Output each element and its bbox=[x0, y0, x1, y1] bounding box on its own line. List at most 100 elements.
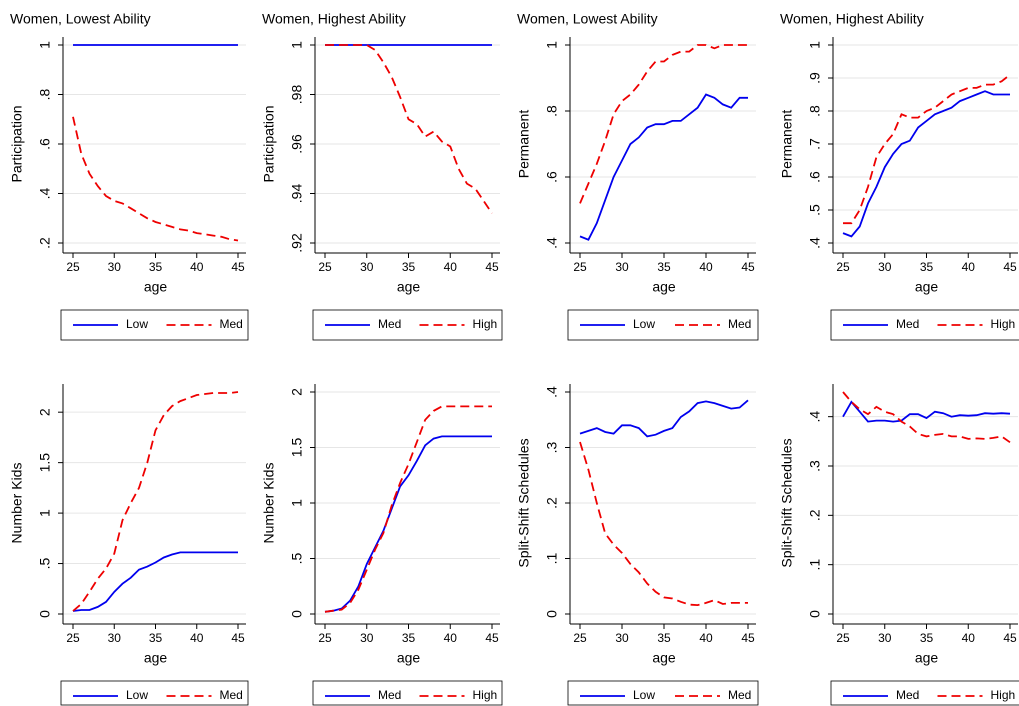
y-tick-label: .2 bbox=[37, 237, 53, 249]
legend-box bbox=[60, 680, 249, 706]
x-axis-label: age bbox=[652, 650, 676, 666]
x-tick-label: 40 bbox=[962, 260, 976, 274]
y-tick-label: .1 bbox=[544, 552, 560, 564]
y-tick-label: .8 bbox=[544, 105, 560, 117]
y-tick-label: .1 bbox=[807, 559, 823, 571]
y-tick-label: .5 bbox=[289, 552, 305, 564]
x-tick-label: 30 bbox=[108, 260, 122, 274]
legend-label: Med bbox=[378, 688, 401, 702]
legend-box bbox=[567, 680, 759, 706]
x-tick-label: 45 bbox=[231, 631, 245, 645]
series-line bbox=[72, 551, 238, 612]
x-tick-label: 40 bbox=[699, 631, 713, 645]
y-tick-label: .8 bbox=[807, 105, 823, 117]
y-tick-label: 1.5 bbox=[37, 453, 53, 473]
series-line bbox=[842, 391, 1011, 444]
x-tick-label: 25 bbox=[318, 631, 332, 645]
series-line bbox=[324, 405, 492, 613]
y-tick-label: 1 bbox=[289, 499, 305, 507]
panel-title: Women, Highest Ability bbox=[262, 11, 406, 27]
x-axis-label: age bbox=[144, 279, 168, 295]
x-tick-label: 45 bbox=[485, 631, 499, 645]
y-axis-label: Number Kids bbox=[9, 463, 25, 544]
y-tick-label: .3 bbox=[807, 460, 823, 472]
y-tick-label: 1 bbox=[807, 41, 823, 49]
legend-box bbox=[312, 680, 503, 706]
y-tick-label: .96 bbox=[289, 134, 305, 154]
legend-label: High bbox=[991, 317, 1016, 331]
x-axis-label: age bbox=[915, 650, 939, 666]
y-tick-label: 0 bbox=[289, 610, 305, 618]
x-tick-label: 35 bbox=[657, 260, 671, 274]
x-tick-label: 45 bbox=[1003, 260, 1017, 274]
series-line bbox=[579, 441, 748, 607]
x-tick-label: 45 bbox=[485, 260, 499, 274]
x-tick-label: 40 bbox=[190, 631, 204, 645]
legend-label: High bbox=[991, 688, 1016, 702]
x-axis-label: age bbox=[915, 279, 939, 295]
legend-label: Med bbox=[896, 688, 919, 702]
y-axis-label: Split-Shift Schedules bbox=[516, 438, 532, 567]
x-tick-label: 45 bbox=[741, 631, 755, 645]
y-tick-label: 1.5 bbox=[289, 438, 305, 458]
panel-title: Women, Lowest Ability bbox=[517, 11, 658, 27]
y-axis-label: Permanent bbox=[516, 110, 532, 179]
x-tick-label: 35 bbox=[149, 260, 163, 274]
legend-label: Low bbox=[633, 688, 655, 702]
x-tick-label: 40 bbox=[699, 260, 713, 274]
series-line bbox=[842, 90, 1010, 238]
x-axis-label: age bbox=[397, 650, 421, 666]
legend-label: High bbox=[473, 688, 498, 702]
x-tick-label: 45 bbox=[1003, 631, 1017, 645]
series-line bbox=[842, 400, 1011, 423]
x-tick-label: 45 bbox=[741, 260, 755, 274]
legend-label: Med bbox=[896, 317, 919, 331]
series-line bbox=[324, 435, 492, 613]
y-tick-label: .2 bbox=[807, 509, 823, 521]
y-tick-label: 0 bbox=[544, 610, 560, 618]
legend-box bbox=[60, 309, 249, 341]
series-line bbox=[72, 391, 239, 612]
legend-label: Med bbox=[378, 317, 401, 331]
y-tick-label: 2 bbox=[289, 388, 305, 396]
y-tick-label: 1 bbox=[37, 509, 53, 517]
x-tick-label: 35 bbox=[920, 631, 934, 645]
y-tick-label: .5 bbox=[807, 204, 823, 216]
x-tick-label: 40 bbox=[190, 260, 204, 274]
x-tick-label: 25 bbox=[836, 260, 850, 274]
y-axis-label: Permanent bbox=[779, 110, 795, 179]
x-tick-label: 25 bbox=[573, 260, 587, 274]
x-tick-label: 35 bbox=[920, 260, 934, 274]
y-tick-label: .6 bbox=[37, 138, 53, 150]
x-tick-label: 30 bbox=[360, 631, 374, 645]
x-tick-label: 40 bbox=[962, 631, 976, 645]
x-axis-label: age bbox=[652, 279, 676, 295]
y-axis-label: Participation bbox=[9, 105, 25, 182]
y-tick-label: .2 bbox=[544, 497, 560, 509]
legend-box bbox=[830, 680, 1019, 706]
y-tick-label: 1 bbox=[544, 41, 560, 49]
series-line bbox=[325, 44, 493, 214]
x-tick-label: 35 bbox=[402, 260, 416, 274]
x-tick-label: 25 bbox=[66, 631, 80, 645]
x-axis-label: age bbox=[144, 650, 168, 666]
y-tick-label: 0 bbox=[807, 610, 823, 618]
y-axis-label: Participation bbox=[261, 105, 277, 182]
legend-label: Med bbox=[728, 317, 751, 331]
panel-title: Women, Lowest Ability bbox=[10, 11, 151, 27]
series-line bbox=[72, 116, 239, 242]
y-tick-label: .4 bbox=[807, 411, 823, 423]
y-tick-label: 1 bbox=[289, 41, 305, 49]
legend-label: Med bbox=[220, 688, 243, 702]
x-tick-label: 30 bbox=[108, 631, 122, 645]
x-axis-label: age bbox=[397, 279, 421, 295]
y-tick-label: .4 bbox=[544, 237, 560, 249]
x-tick-label: 35 bbox=[657, 631, 671, 645]
series-line bbox=[843, 73, 1011, 225]
x-tick-label: 30 bbox=[615, 631, 629, 645]
legend-label: High bbox=[473, 317, 498, 331]
series-line bbox=[579, 93, 748, 241]
y-tick-label: .8 bbox=[37, 88, 53, 100]
